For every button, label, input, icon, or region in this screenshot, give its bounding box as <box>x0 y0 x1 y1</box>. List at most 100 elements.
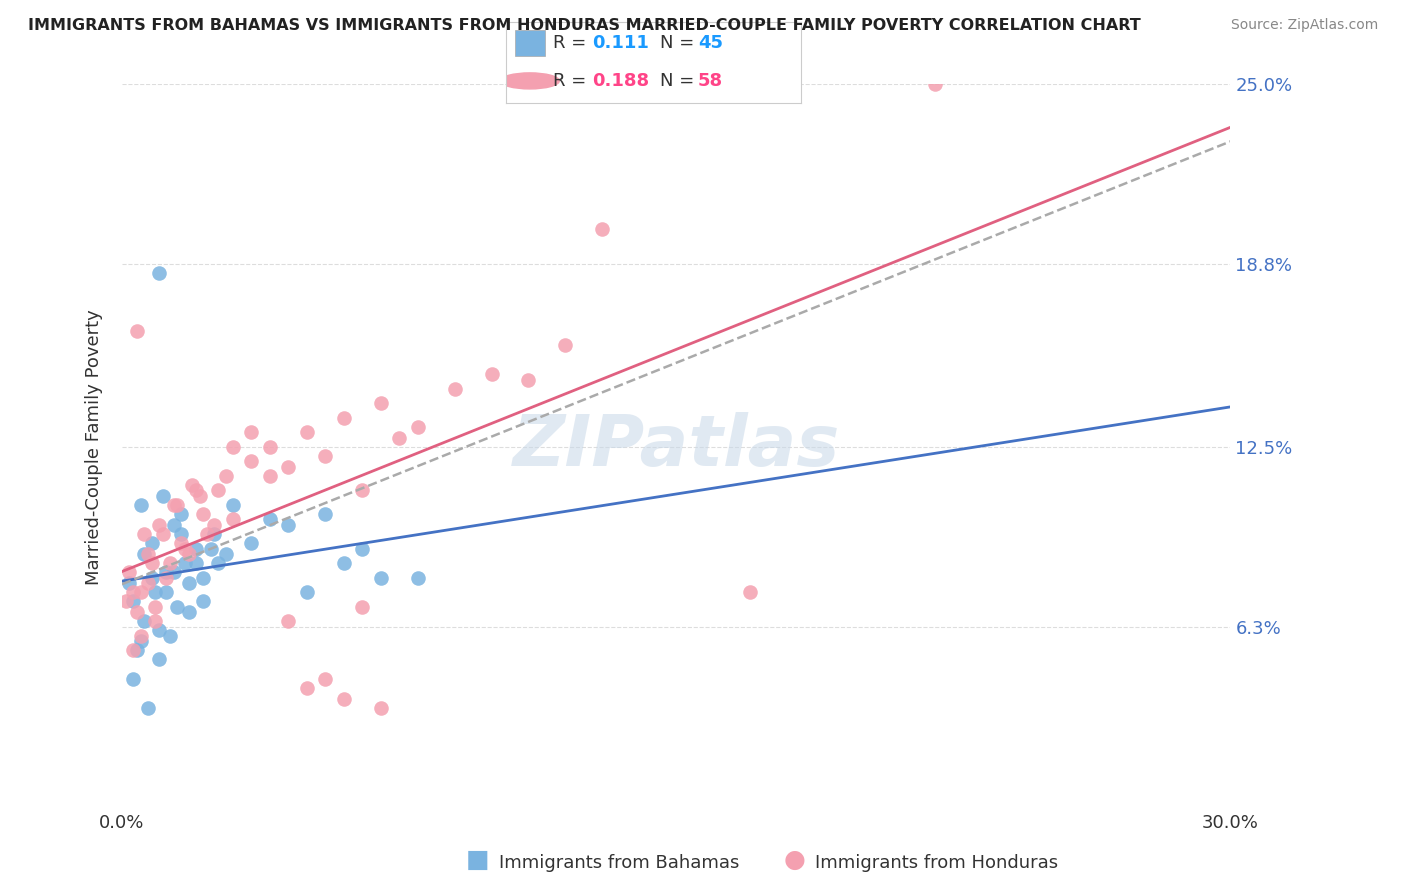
Point <box>406 570 429 584</box>
Point <box>141 556 163 570</box>
Point <box>277 518 299 533</box>
Point <box>136 547 159 561</box>
Point <box>148 651 170 665</box>
Point <box>193 593 215 607</box>
Point <box>207 483 229 498</box>
Point <box>125 324 148 338</box>
Point <box>118 576 141 591</box>
Text: R =: R = <box>554 72 592 90</box>
Text: N =: N = <box>659 72 700 90</box>
Text: ■: ■ <box>467 848 489 872</box>
Point <box>214 469 236 483</box>
Circle shape <box>501 73 560 89</box>
Point <box>240 535 263 549</box>
Point <box>259 512 281 526</box>
Point <box>554 338 576 352</box>
Point <box>193 507 215 521</box>
Point <box>159 556 181 570</box>
Point <box>155 565 177 579</box>
Point <box>200 541 222 556</box>
Point <box>332 556 354 570</box>
Text: R =: R = <box>554 34 592 52</box>
Point <box>240 425 263 440</box>
Point <box>222 512 245 526</box>
Point <box>143 614 166 628</box>
Point <box>159 628 181 642</box>
Text: 0.111: 0.111 <box>592 34 648 52</box>
Point <box>143 585 166 599</box>
Point <box>134 614 156 628</box>
Point <box>141 535 163 549</box>
Point <box>295 425 318 440</box>
Point <box>193 570 215 584</box>
Point <box>177 547 200 561</box>
Point <box>222 440 245 454</box>
Point <box>129 585 152 599</box>
Point <box>259 469 281 483</box>
Point <box>143 599 166 614</box>
Point <box>177 605 200 619</box>
Point <box>136 576 159 591</box>
Point <box>166 498 188 512</box>
Point <box>314 507 336 521</box>
Text: 0.188: 0.188 <box>592 72 650 90</box>
Point <box>129 498 152 512</box>
Point <box>591 222 613 236</box>
Point <box>314 672 336 686</box>
Point <box>181 477 204 491</box>
Point <box>122 643 145 657</box>
Point <box>163 518 186 533</box>
Point <box>195 527 218 541</box>
Point <box>125 605 148 619</box>
Point <box>166 599 188 614</box>
Point <box>352 599 374 614</box>
FancyBboxPatch shape <box>515 30 544 56</box>
Y-axis label: Married-Couple Family Poverty: Married-Couple Family Poverty <box>86 310 103 585</box>
Point <box>352 541 374 556</box>
Point <box>122 593 145 607</box>
Point <box>214 547 236 561</box>
Point <box>204 518 226 533</box>
Point <box>163 565 186 579</box>
Point <box>184 556 207 570</box>
Point <box>388 431 411 445</box>
Point <box>314 449 336 463</box>
Point <box>134 527 156 541</box>
Point <box>170 535 193 549</box>
Point <box>173 556 195 570</box>
Point <box>125 643 148 657</box>
Point <box>136 701 159 715</box>
Point <box>148 623 170 637</box>
Text: Immigrants from Bahamas: Immigrants from Bahamas <box>499 855 740 872</box>
Text: Source: ZipAtlas.com: Source: ZipAtlas.com <box>1230 18 1378 32</box>
Point <box>406 419 429 434</box>
Point <box>332 411 354 425</box>
Point <box>259 440 281 454</box>
Point <box>184 483 207 498</box>
Point <box>152 527 174 541</box>
Point <box>204 527 226 541</box>
Point <box>222 498 245 512</box>
Point <box>134 547 156 561</box>
Point <box>240 454 263 468</box>
Point <box>155 585 177 599</box>
Point <box>370 396 392 410</box>
Point <box>152 489 174 503</box>
Point <box>277 614 299 628</box>
Point <box>517 373 540 387</box>
Point <box>370 570 392 584</box>
Point <box>155 570 177 584</box>
Point <box>332 692 354 706</box>
Text: 45: 45 <box>697 34 723 52</box>
Point <box>443 382 465 396</box>
Point <box>122 585 145 599</box>
Point <box>170 507 193 521</box>
Point <box>924 78 946 92</box>
Text: 58: 58 <box>697 72 723 90</box>
Point <box>352 483 374 498</box>
Point <box>163 498 186 512</box>
Text: Immigrants from Honduras: Immigrants from Honduras <box>815 855 1059 872</box>
Point <box>129 628 152 642</box>
Point <box>295 681 318 695</box>
Text: ZIPatlas: ZIPatlas <box>513 412 839 482</box>
